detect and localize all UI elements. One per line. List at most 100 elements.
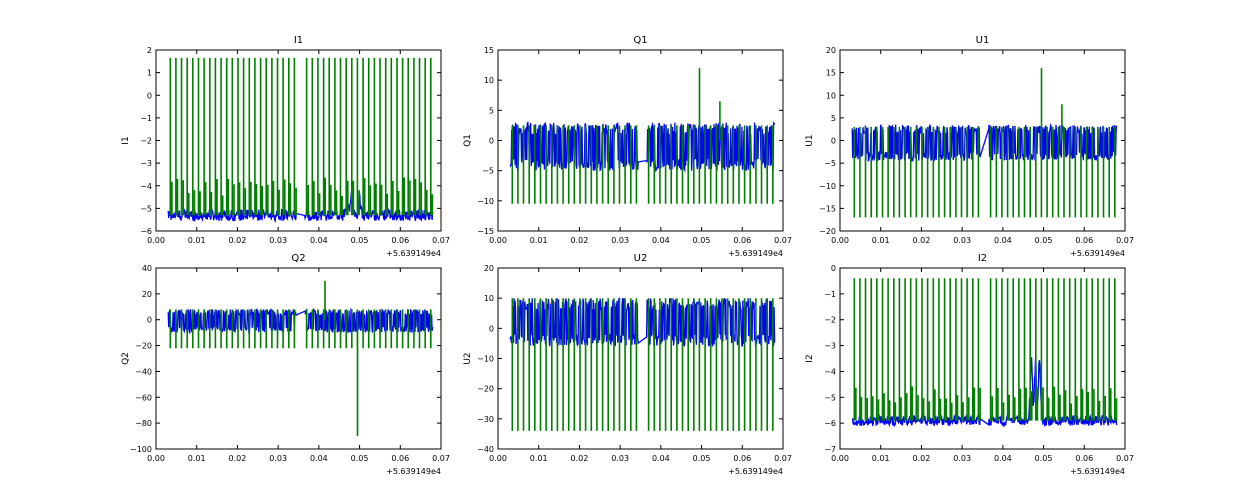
y-tick-label: −30 [477,415,494,424]
series-green-line [853,278,1118,421]
y-tick-label: 15 [826,69,836,78]
x-tick-label: 0.01 [872,454,890,463]
y-axis-label: I2 [805,354,815,362]
subplot-i1: 0.00 0.01 0.02 0.03 0.04 0.05 0.06 0.07 −6 −5 −4 −3… [121,35,450,258]
x-tick-label: 0.07 [432,454,450,463]
x-tick-label: 0.02 [229,236,247,245]
subplot-u1: 0.00 0.01 0.02 0.03 0.04 0.05 0.06 0.07 −20 −15 −1… [805,35,1134,258]
y-tick-label: −5 [824,159,836,168]
x-tick-label: 0.01 [530,454,548,463]
subplot-u2: 0.00 0.01 0.02 0.03 0.04 0.05 0.06 0.07 −40 −30 −2… [463,253,792,476]
x-tick-label: 0.07 [774,236,792,245]
x-tick-label: 0.03 [611,454,629,463]
y-tick-label: −80 [135,419,152,428]
x-tick-label: 0.01 [188,236,206,245]
y-axis-label: U1 [805,134,815,146]
series-green-line [169,57,434,216]
y-tick-label: 10 [826,91,836,100]
y-tick-label: −4 [824,367,836,376]
subplot-i2: 0.00 0.01 0.02 0.03 0.04 0.05 0.06 0.07 −7 −6 −5 −4… [805,253,1134,476]
y-tick-label: −20 [477,385,494,394]
x-tick-label: 0.07 [432,236,450,245]
y-tick-label: −20 [819,227,836,236]
series-blue-line [167,190,434,223]
x-offset-label: +5.639149e4 [1070,467,1125,476]
y-axis-label: Q2 [121,352,131,365]
y-tick-label: 0 [147,316,152,325]
subplot-q1: 0.00 0.01 0.02 0.03 0.04 0.05 0.06 0.07 −15 −10 −5… [463,35,792,258]
y-tick-label: 5 [489,106,494,115]
x-tick-label: 0.00 [489,454,507,463]
x-tick-label: 0.02 [913,236,931,245]
x-tick-label: 0.00 [147,236,165,245]
x-tick-label: 0.04 [652,236,670,245]
x-tick-label: 0.04 [652,454,670,463]
y-tick-label: −40 [135,367,152,376]
x-tick-label: 0.03 [953,236,971,245]
x-tick-label: 0.00 [147,454,165,463]
y-tick-label: −7 [824,445,836,454]
y-axis-label: U2 [463,352,473,364]
series-green-line [511,68,774,204]
x-tick-label: 0.03 [269,236,287,245]
x-offset-label: +5.639149e4 [386,249,441,258]
x-tick-label: 0.02 [913,454,931,463]
x-tick-label: 0.02 [571,236,589,245]
x-tick-label: 0.04 [994,236,1012,245]
x-tick-label: 0.07 [1116,236,1134,245]
plot-area [167,57,434,223]
y-tick-label: 20 [484,264,494,273]
y-tick-label: −3 [824,342,836,351]
x-tick-label: 0.05 [351,454,369,463]
subplot-q2: 0.00 0.01 0.02 0.03 0.04 0.05 0.06 0.07 −100 −80 −… [121,253,450,476]
y-tick-label: −60 [135,393,152,402]
y-tick-label: −2 [824,316,836,325]
y-tick-label: 1 [147,69,152,78]
series-blue-line [509,120,776,173]
plot-area [167,280,434,437]
y-tick-label: −1 [824,290,836,299]
x-tick-label: 0.06 [391,236,409,245]
plot-area [851,278,1118,428]
y-tick-label: 0 [831,137,836,146]
y-tick-label: −1 [140,114,152,123]
x-tick-label: 0.05 [351,236,369,245]
plot-area [851,68,1118,218]
x-tick-label: 0.02 [571,454,589,463]
x-tick-label: 0.05 [1035,236,1053,245]
y-tick-label: 20 [142,290,152,299]
axes-frame [839,267,1126,450]
y-tick-label: −5 [482,167,494,176]
y-tick-label: 2 [147,46,152,55]
y-tick-label: 10 [484,76,494,85]
subplot-title: I1 [294,35,303,46]
y-tick-label: −20 [135,342,152,351]
x-tick-label: 0.05 [693,454,711,463]
axes-frame [155,267,442,450]
y-tick-label: −2 [140,137,152,146]
y-tick-label: −3 [140,159,152,168]
y-axis-label: I1 [121,136,131,144]
x-tick-label: 0.02 [229,454,247,463]
y-tick-label: 0 [489,324,494,333]
x-tick-label: 0.01 [188,454,206,463]
x-tick-label: 0.04 [310,236,328,245]
y-tick-label: 0 [831,264,836,273]
plot-area [509,297,776,431]
x-tick-label: 0.06 [1075,454,1093,463]
x-tick-label: 0.00 [831,454,849,463]
y-tick-label: −100 [130,445,152,454]
x-tick-label: 0.07 [774,454,792,463]
series-blue-line [167,307,434,335]
series-green-line [853,68,1116,218]
x-tick-label: 0.03 [611,236,629,245]
plot-area [509,68,776,204]
x-tick-label: 0.00 [831,236,849,245]
x-tick-label: 0.06 [733,236,751,245]
x-tick-label: 0.03 [269,454,287,463]
y-tick-label: 40 [142,264,152,273]
x-tick-label: 0.07 [1116,454,1134,463]
x-tick-label: 0.04 [310,454,328,463]
y-tick-label: 0 [489,137,494,146]
y-tick-label: −5 [824,393,836,402]
